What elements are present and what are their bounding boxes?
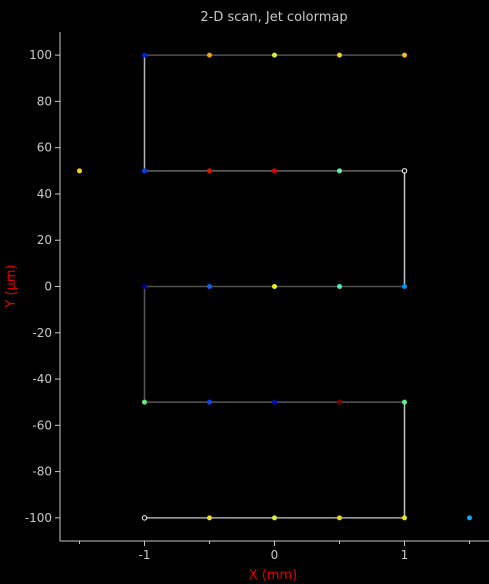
data-point-24 xyxy=(272,52,277,58)
data-point-11 xyxy=(142,284,147,289)
data-point-5 xyxy=(467,515,472,521)
data-point-15 xyxy=(402,284,407,289)
y-tick-label: 60 xyxy=(37,141,52,155)
y-tick-label: -100 xyxy=(25,511,52,525)
data-point-10 xyxy=(402,399,407,405)
y-tick-label: -20 xyxy=(32,326,52,340)
data-point-22 xyxy=(142,52,147,58)
y-tick-label: 80 xyxy=(37,94,52,108)
data-point-21 xyxy=(401,168,408,174)
y-tick-label: 40 xyxy=(37,187,52,201)
data-point-23 xyxy=(207,52,212,58)
y-tick-label: 0 xyxy=(44,280,52,294)
data-point-16 xyxy=(77,168,82,174)
data-point-9 xyxy=(337,399,342,405)
data-point-7 xyxy=(207,399,212,405)
data-point-4 xyxy=(402,515,407,521)
y-tick-label: -80 xyxy=(32,465,52,479)
data-point-25 xyxy=(337,52,342,58)
data-point-18 xyxy=(207,168,212,174)
data-point-13 xyxy=(272,284,277,289)
data-point-14 xyxy=(337,284,342,289)
data-point-0 xyxy=(141,515,148,521)
y-tick-label: 100 xyxy=(29,48,52,62)
y-tick-label: 20 xyxy=(37,233,52,247)
data-point-3 xyxy=(337,515,342,521)
y-axis-ticks: -100 -80 -60 -40 -20 0 20 40 60 80 100 xyxy=(25,48,60,525)
x-tick-label: 1 xyxy=(401,548,409,562)
x-tick-label: 0 xyxy=(271,548,279,562)
data-point-1 xyxy=(207,515,212,521)
y-tick-label: -40 xyxy=(32,372,52,386)
y-tick-label: -60 xyxy=(32,418,52,432)
data-point-6 xyxy=(142,399,147,405)
data-point-26 xyxy=(402,52,407,58)
data-point-17 xyxy=(142,168,147,174)
x-axis-label: X (mm) xyxy=(249,568,298,583)
data-point-19 xyxy=(272,168,277,174)
x-tick-label: -1 xyxy=(139,548,151,562)
data-point-8 xyxy=(272,399,277,405)
chart-title: 2-D scan, Jet colormap xyxy=(200,10,347,25)
x-axis-ticks: -1 0 1 xyxy=(79,541,470,562)
data-point-2 xyxy=(272,515,277,521)
data-point-12 xyxy=(207,284,212,289)
data-points xyxy=(77,52,472,521)
y-axis-label: Y (µm) xyxy=(4,264,19,308)
data-point-20 xyxy=(337,168,342,174)
